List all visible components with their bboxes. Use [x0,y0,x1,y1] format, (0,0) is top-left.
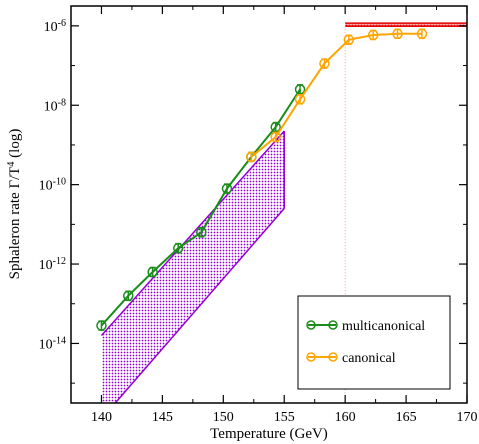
series-multicanonical-marker [123,290,134,302]
series-multicanonical-point [123,290,134,302]
series-canonical-marker [319,58,330,69]
series-canonical-point [270,131,281,143]
y-axis-title: Sphaleron rate Γ/T4 (log) [6,129,24,280]
series-multicanonical-marker [96,320,107,331]
series-canonical-marker [246,151,257,163]
x-tick-label: 155 [274,410,295,425]
series-multicanonical-marker [196,227,207,238]
series-multicanonical-point [172,242,184,254]
legend-label: multicanonical [342,319,425,334]
series-canonical-marker [270,131,281,143]
y-tick-label: 10-10 [39,176,66,194]
y-axis-title-suffix: (log) [7,129,23,162]
legend-item-multicanonical: multicanonical [306,319,425,334]
x-tick-label: 140 [91,410,112,425]
legend-label: canonical [342,351,396,366]
legend-swatch-marker [328,320,338,330]
purple-band-fill [101,131,285,403]
y-axis-title-sup: 4 [6,162,17,167]
series-multicanonical-point [294,84,306,95]
series-multicanonical-point [96,320,107,331]
y-tick-label: 10-6 [44,17,66,34]
y-tick-label: 10-12 [39,256,66,274]
series-multicanonical-marker [270,121,281,133]
y-tick-label: 10-14 [39,335,66,353]
series-canonical-point [367,29,379,41]
y-tick-label: 10-8 [44,97,66,115]
series-multicanonical-marker [221,183,233,194]
legend-box [297,295,451,390]
purple-band [100,130,285,403]
y-axis-title-main: Sphaleron rate Γ/T [7,167,23,280]
legend-swatch-marker [328,352,338,362]
ticks-layer: 140 145 150 155 160 165 170 10-14 10-12 10-10 10-8… [39,6,478,425]
series-multicanonical-marker [172,242,184,254]
series-layer [96,28,428,331]
red-band-fill [345,23,467,27]
plot-frame [70,5,468,404]
x-tick-label: 145 [152,410,173,425]
series-canonical-point [246,151,257,163]
series-canonical-marker [392,28,403,40]
red-band [345,22,467,27]
purple-band-upper-edge [100,130,285,337]
series-multicanonical-point [196,227,207,238]
series-multicanonical-marker [147,266,158,278]
x-tick-label: 165 [396,410,417,425]
series-canonical-point [319,58,330,69]
series-canonical-marker [343,34,355,45]
series-multicanonical-marker [294,84,306,95]
x-tick-label: 160 [335,410,356,425]
series-canonical [246,28,428,163]
series-multicanonical-point [270,121,281,133]
series-canonical-marker [294,94,306,105]
x-axis-title: Temperature (GeV) [210,426,328,442]
legend-item-canonical: canonical [306,351,396,366]
series-multicanonical-point [221,183,233,194]
x-tick-label: 150 [213,410,234,425]
legend-swatch-marker [306,320,316,330]
legend-swatch-marker [306,352,316,362]
x-tick-label: 170 [457,410,478,425]
legend: multicanonical canonical [297,295,451,390]
series-canonical-marker [416,28,428,40]
purple-band-lower-edge [114,207,285,403]
series-canonical-point [343,34,355,45]
series-canonical-point [392,28,403,40]
series-canonical-point [416,28,428,40]
bands-layer [100,22,467,403]
series-multicanonical-point [147,266,158,278]
series-canonical-point [294,94,306,105]
series-canonical-marker [367,29,379,41]
